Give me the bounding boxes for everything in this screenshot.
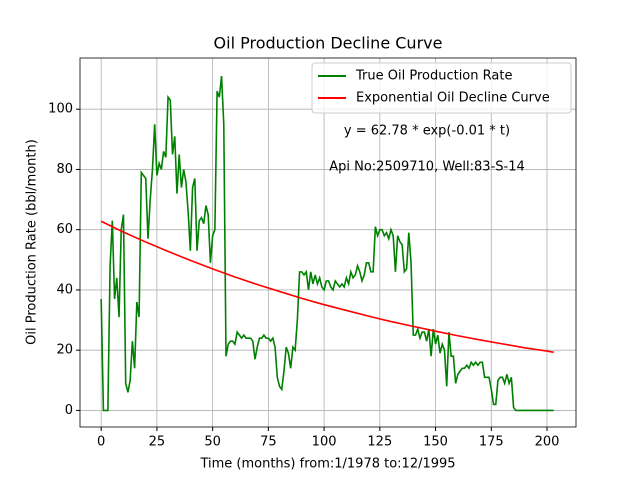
x-tick-label: 25	[149, 435, 166, 450]
annotation: Api No:2509710, Well:83-S-14	[329, 160, 525, 175]
x-tick-label: 0	[97, 435, 105, 450]
x-tick-label: 100	[312, 435, 337, 450]
legend-label: True Oil Production Rate	[355, 69, 512, 84]
y-axis-label: Oil Production Rate (bbl/month)	[25, 139, 40, 345]
x-tick-label: 150	[423, 435, 448, 450]
x-tick-label: 50	[204, 435, 221, 450]
y-tick-label: 100	[48, 102, 73, 117]
y-tick-label: 20	[56, 343, 73, 358]
x-tick-label: 75	[260, 435, 277, 450]
annotation: y = 62.78 * exp(-0.01 * t)	[344, 124, 510, 139]
axes-frame	[79, 57, 577, 428]
legend-label: Exponential Oil Decline Curve	[356, 91, 550, 106]
x-tick-label: 175	[479, 435, 504, 450]
data-line	[100, 75, 554, 412]
data-line	[100, 220, 554, 354]
y-tick-label: 0	[65, 403, 73, 418]
x-tick-label: 125	[367, 435, 392, 450]
y-tick-label: 40	[56, 282, 73, 297]
x-axis-label: Time (months) from:1/1978 to:12/1995	[199, 457, 455, 472]
chart-title: Oil Production Decline Curve	[214, 34, 443, 53]
y-tick-label: 60	[56, 222, 73, 237]
x-tick-label: 200	[535, 435, 560, 450]
y-tick-label: 80	[56, 162, 73, 177]
legend-box	[311, 62, 572, 114]
